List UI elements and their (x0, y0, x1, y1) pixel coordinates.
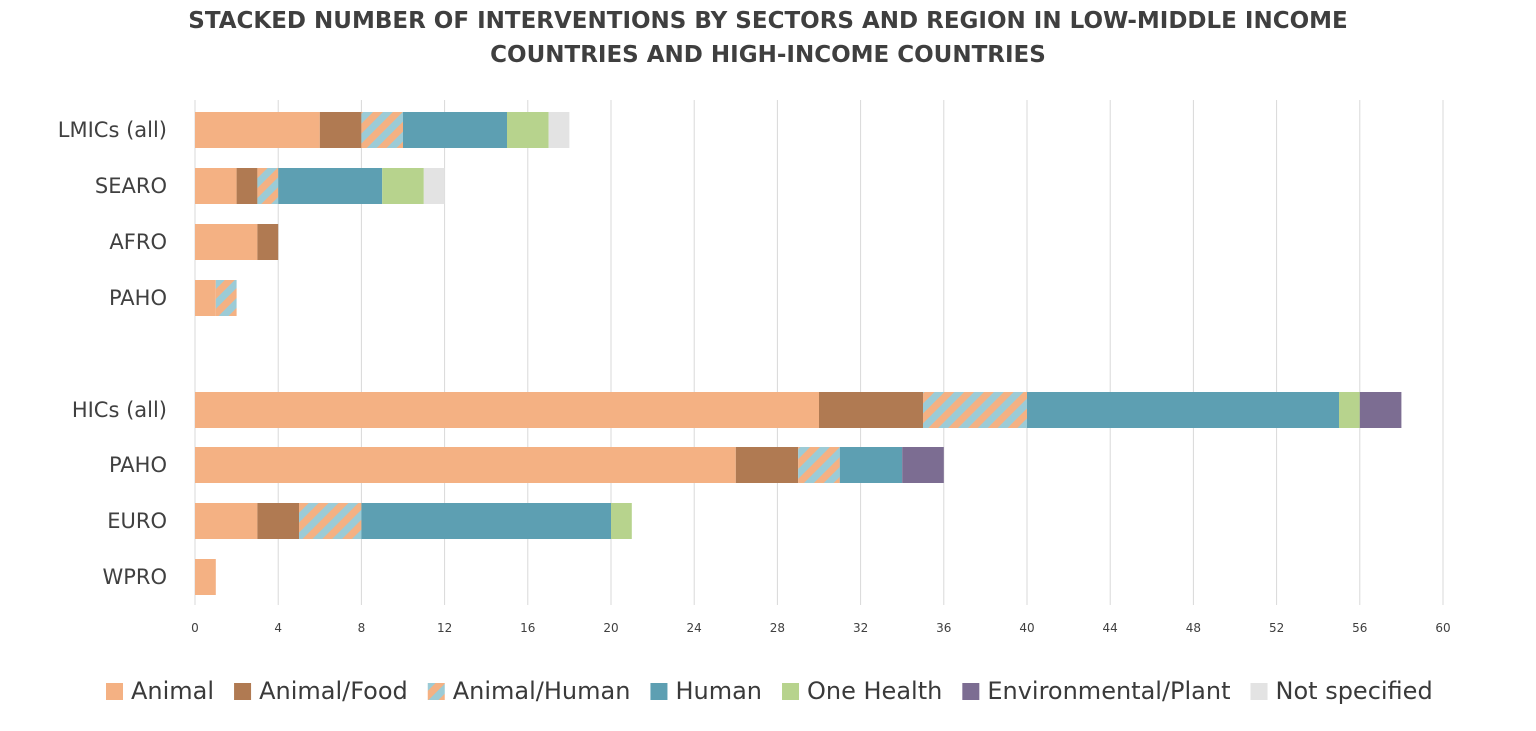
x-tick-label: 56 (1352, 621, 1367, 635)
x-tick-label: 12 (437, 621, 452, 635)
bar-segment (902, 447, 944, 483)
legend-label: Environmental/Plant (987, 677, 1230, 705)
legend: Animal Animal/Food Animal/Human Human One He… (106, 677, 1433, 705)
bar-segment (361, 112, 403, 148)
category-label: WPRO (102, 565, 167, 589)
chart-title-line-1: STACKED NUMBER OF INTERVENTIONS BY SECTO… (188, 8, 1347, 34)
bar-segment (278, 168, 383, 204)
bar-segment (319, 112, 362, 148)
bar-segment (257, 224, 279, 260)
bar-segment (195, 280, 216, 316)
x-tick-label: 40 (1019, 621, 1034, 635)
bar-segment (548, 112, 570, 148)
bars (195, 112, 1402, 595)
bar-segment (299, 503, 362, 539)
legend-swatch (1250, 683, 1268, 700)
bar-segment (423, 168, 445, 204)
x-tick-label: 28 (770, 621, 785, 635)
legend-swatch (782, 683, 800, 700)
legend-label: Human (675, 677, 762, 705)
category-label: SEARO (95, 174, 167, 198)
x-tick-label: 16 (520, 621, 535, 635)
bar-segment (195, 447, 736, 483)
bar-segment (215, 280, 237, 316)
bar-segment (798, 447, 840, 483)
x-tick-label: 52 (1269, 621, 1284, 635)
chart-title: STACKED NUMBER OF INTERVENTIONS BY SECTO… (188, 8, 1347, 68)
bar-segment (195, 168, 237, 204)
bar-segment (1027, 392, 1339, 428)
category-label: EURO (107, 509, 167, 533)
x-tick-label: 4 (274, 621, 282, 635)
legend-label: Animal/Human (453, 677, 631, 705)
x-tick-label: 48 (1186, 621, 1201, 635)
bar-segment (361, 503, 611, 539)
bar-segment (839, 447, 903, 483)
bar-segment (923, 392, 1027, 428)
category-label: AFRO (109, 230, 167, 254)
bar-segment (1339, 392, 1360, 428)
bar-segment (195, 559, 216, 595)
x-tick-label: 36 (936, 621, 951, 635)
gridlines (194, 100, 1444, 605)
category-axis-labels: LMICs (all) SEARO AFRO PAHO HICs (all) PAHO EU… (58, 118, 167, 589)
x-tick-label: 24 (687, 621, 702, 635)
legend-label: Not specified (1276, 677, 1433, 705)
bar-segment (257, 168, 279, 204)
legend-label: Animal/Food (259, 677, 408, 705)
x-tick-label: 0 (191, 621, 199, 635)
bar-segment (236, 168, 258, 204)
bar-segment (403, 112, 507, 148)
legend-swatch (106, 683, 123, 700)
bar-segment (1359, 392, 1402, 428)
category-label: PAHO (109, 453, 167, 477)
x-tick-label: 60 (1435, 621, 1450, 635)
bar-segment (735, 447, 799, 483)
bar-segment (195, 392, 819, 428)
bar-segment (819, 392, 923, 428)
bar-segment (195, 112, 320, 148)
x-tick-label: 44 (1103, 621, 1118, 635)
chart-title-line-2: COUNTRIES AND HIGH-INCOME COUNTRIES (490, 42, 1046, 68)
bar-segment (611, 503, 632, 539)
legend-swatch (234, 683, 252, 700)
x-tick-label: 32 (853, 621, 868, 635)
value-axis-tick-labels: 0 4 8 12 16 20 24 28 32 36 40 44 48 52 56 60 (191, 621, 1450, 635)
legend-label: One Health (807, 677, 942, 705)
bar-segment (507, 112, 549, 148)
bar-segment (382, 168, 424, 204)
x-tick-label: 20 (603, 621, 618, 635)
category-label: LMICs (all) (58, 118, 167, 142)
category-label: PAHO (109, 286, 167, 310)
bar-segment (195, 224, 258, 260)
bar-segment (257, 503, 299, 539)
legend-swatch (427, 683, 445, 700)
category-label: HICs (all) (72, 398, 167, 422)
legend-swatch (962, 683, 980, 700)
x-tick-label: 8 (358, 621, 366, 635)
legend-swatch (650, 683, 668, 700)
legend-label: Animal (131, 677, 214, 705)
bar-segment (195, 503, 258, 539)
